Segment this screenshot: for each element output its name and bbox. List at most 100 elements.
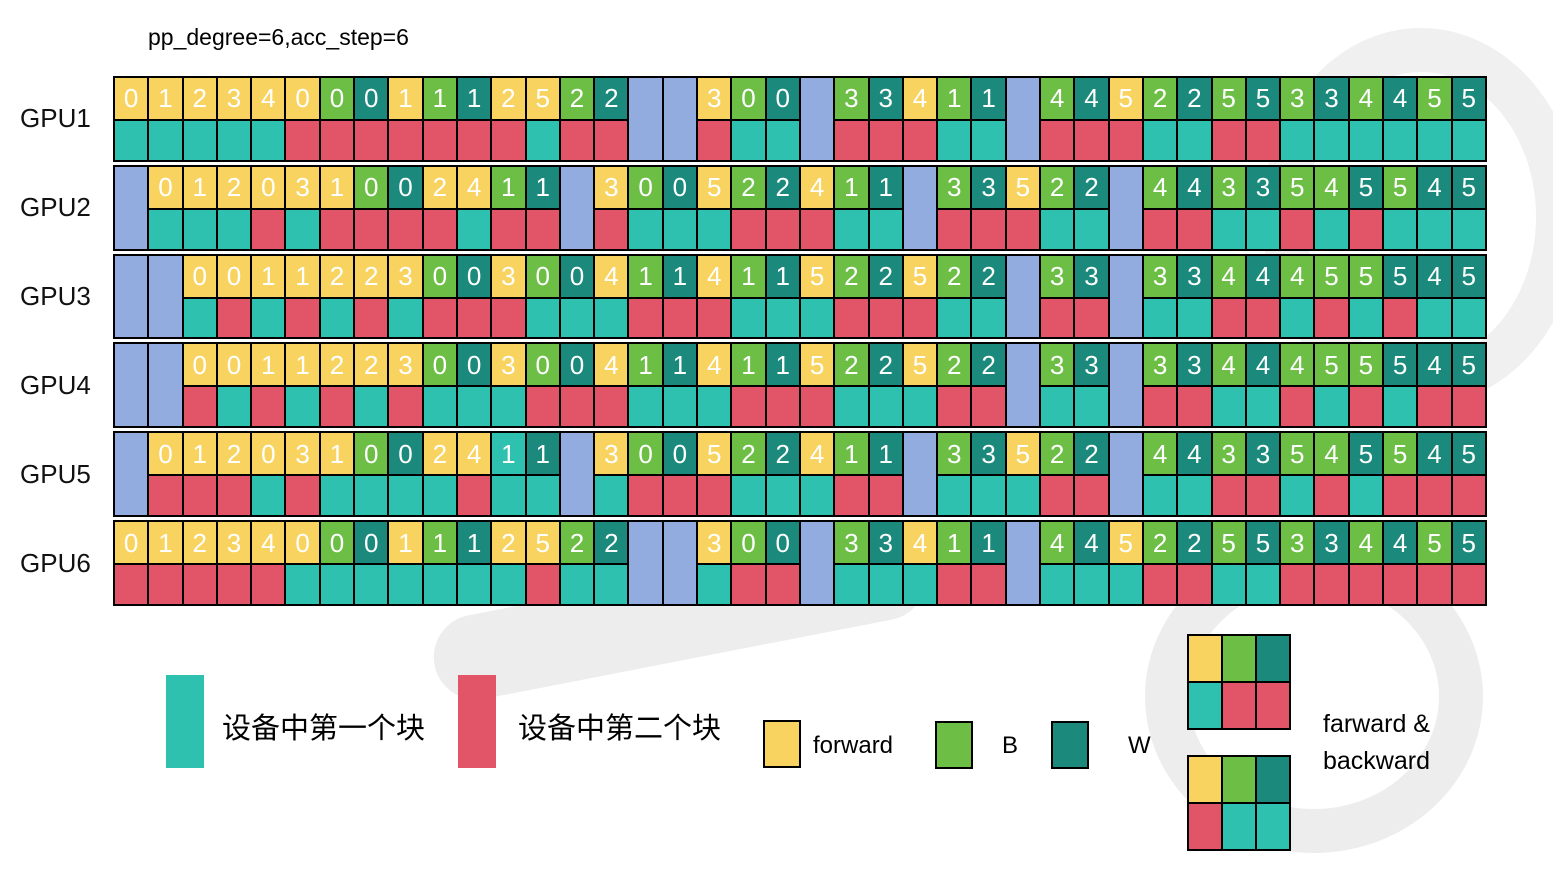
schedule-cell: 0: [284, 76, 321, 162]
op-cell: 4: [800, 166, 834, 210]
op-cell: 3: [1212, 166, 1245, 210]
op-cell: 3: [972, 166, 1005, 210]
schedule-cell: 4: [1381, 76, 1419, 162]
combo-cell-chunk2: [1188, 803, 1222, 850]
op-cell: 0: [423, 255, 456, 299]
op-cell: 1: [766, 344, 799, 388]
op-cell: 4: [1178, 433, 1211, 477]
schedule-cell: 0: [353, 76, 390, 162]
schedule-cell: 2: [558, 520, 596, 606]
op-cell: 2: [1075, 433, 1108, 477]
op-cell: 5: [1383, 166, 1417, 210]
gpu-label: GPU3: [20, 281, 91, 312]
legend-chunk2-swatch: [458, 675, 496, 768]
chunk-cell: [938, 120, 971, 160]
schedule-cell: 5: [1450, 431, 1487, 518]
op-cell: 2: [492, 522, 525, 566]
op-cell: 2: [835, 344, 868, 388]
schedule-cell: 1: [867, 431, 904, 518]
schedule-cell: 0: [524, 253, 561, 340]
schedule-cell: 2: [181, 76, 218, 162]
chunk-cell: [389, 565, 422, 604]
schedule-cell: 3: [970, 431, 1007, 518]
schedule-cell: 0: [455, 342, 493, 429]
op-cell: 4: [698, 344, 731, 388]
schedule-cell: 2: [970, 342, 1007, 429]
op-cell: 2: [972, 255, 1005, 299]
chunk-cell: [355, 298, 388, 338]
schedule-cell: 3: [936, 431, 973, 518]
chunk-cell: [698, 209, 731, 249]
op-cell: 5: [1452, 78, 1485, 121]
chunk-cell: [389, 298, 422, 338]
chunk-cell: [1178, 298, 1211, 338]
chunk-cell: [800, 298, 834, 338]
op-cell: 3: [492, 255, 525, 299]
op-cell: 5: [1452, 255, 1485, 299]
op-cell: 0: [217, 344, 251, 388]
gpu-row-gpu6: GPU6 0 1 2 3 4 0 0 0 1 1 1 2 5 2 2 3 0 0 3 3 4 1 1 4 4 5 2 2 5 5 3 3 4 4 5 5: [0, 520, 1487, 606]
chunk-cell: [252, 476, 285, 516]
op-cell: 5: [526, 78, 559, 121]
op-cell: 2: [183, 522, 216, 566]
legend-forward-label: forward: [813, 732, 894, 759]
chunk-cell: [1315, 209, 1348, 249]
schedule-cell: 5: [1313, 342, 1350, 429]
op-cell: 5: [1418, 78, 1451, 121]
chunk-cell: [560, 387, 594, 427]
op-cell: 0: [217, 255, 251, 299]
schedule-cell: 2: [867, 253, 904, 340]
gpu-label: GPU4: [20, 369, 91, 400]
schedule-cell: 1: [936, 520, 973, 606]
schedule-cell: 2: [490, 520, 527, 606]
op-cell: 2: [320, 344, 354, 388]
chunk-cell: [1349, 298, 1382, 338]
chunk-cell: [252, 209, 285, 249]
op-cell: 3: [1075, 255, 1108, 299]
op-cell: 5: [1349, 433, 1382, 477]
op-cell: 1: [389, 78, 422, 121]
chunk-cell: [1109, 120, 1142, 160]
chunk-cell: [149, 476, 182, 516]
legend-chunk1-label: 设备中第一个块: [222, 713, 426, 745]
chunk-cell: [1212, 298, 1245, 338]
op-cell: 0: [149, 166, 182, 210]
chunk-cell: [698, 298, 731, 338]
schedule-cell: 1: [936, 76, 973, 162]
schedule-cell: 4: [1176, 164, 1213, 251]
op-cell: 3: [869, 78, 902, 121]
schedule-cell: 2: [764, 164, 801, 251]
chunk-cell: [766, 209, 799, 249]
schedule-cell: 3: [833, 76, 870, 162]
op-cell: 1: [972, 522, 1005, 566]
op-cell: 2: [217, 166, 251, 210]
schedule-cell: 5: [1416, 76, 1453, 162]
op-cell: 2: [560, 78, 594, 121]
chunk-cell: [629, 476, 662, 516]
op-cell: 1: [320, 433, 354, 477]
chunk-cell: [732, 298, 765, 338]
chunk-cell: [800, 209, 834, 249]
chunk-cell: [1075, 387, 1108, 427]
op-cell: 3: [389, 344, 422, 388]
schedule-cell: 0: [455, 253, 493, 340]
chunk-cell: [1143, 476, 1177, 516]
op-cell: 2: [1178, 522, 1211, 566]
schedule-cell: 4: [1073, 520, 1110, 606]
schedule-cell: 3: [1244, 431, 1282, 518]
combo-cell-forward: [1188, 635, 1222, 682]
op-cell: 5: [1212, 78, 1245, 121]
op-cell: 5: [1383, 433, 1417, 477]
schedule-cell: 1: [181, 164, 218, 251]
schedule-cell: 0: [558, 253, 596, 340]
idle-cell: [661, 76, 699, 162]
schedule-cell: 0: [250, 164, 287, 251]
chunk-cell: [766, 120, 799, 160]
schedule-cell: 0: [730, 520, 767, 606]
op-cell: 2: [972, 344, 1005, 388]
op-cell: 0: [286, 78, 319, 121]
schedule-cell: 2: [1039, 431, 1076, 518]
idle-cell: [1107, 342, 1144, 429]
op-cell: 4: [1349, 78, 1382, 121]
